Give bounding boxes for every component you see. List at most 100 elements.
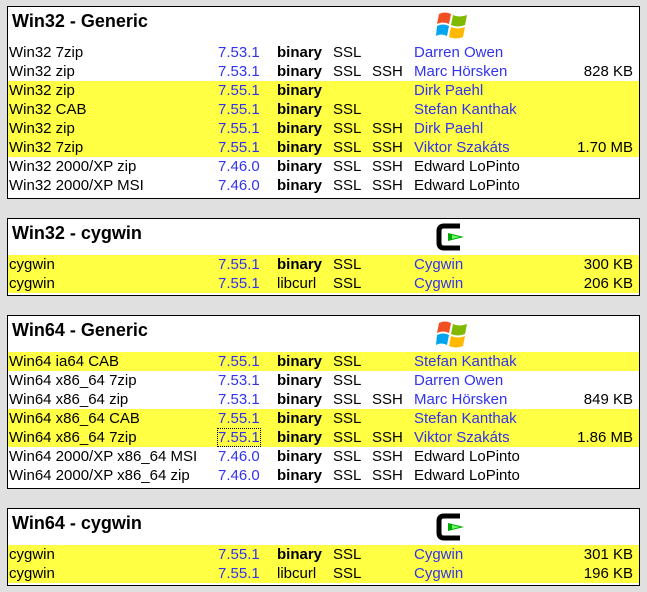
provider-link[interactable]: Marc Hörsken — [414, 63, 508, 80]
package-name: Win32 CAB — [9, 101, 87, 118]
ssl-flag: SSL — [333, 158, 362, 175]
ssh-flag: SSH — [372, 391, 403, 408]
ssh-flag: SSH — [372, 139, 403, 156]
version-link[interactable]: 7.55.1 — [218, 275, 260, 292]
file-size: 206 KB — [583, 275, 633, 292]
version-link[interactable]: 7.55.1 — [218, 565, 260, 582]
file-size: 1.70 MB — [577, 139, 633, 156]
provider-name: Edward LoPinto — [414, 448, 520, 465]
package-name: Win32 zip — [9, 63, 75, 80]
windows-logo-icon — [436, 319, 470, 353]
ssh-flag: SSH — [372, 63, 403, 80]
table-row: cygwin 7.55.1 libcurl SSL Cygwin 206 KB — [8, 274, 639, 293]
table-row: Win32 zip 7.55.1 binary SSL SSH Dirk Paehl — [8, 119, 639, 138]
ssh-flag: SSH — [372, 429, 403, 446]
table-row: Win32 2000/XP zip 7.46.0 binary SSL SSH Edwar… — [8, 157, 639, 176]
package-name: cygwin — [9, 546, 55, 563]
package-name: cygwin — [9, 256, 55, 273]
package-type: binary — [277, 44, 323, 61]
version-link[interactable]: 7.55.1 — [218, 120, 260, 137]
version-link[interactable]: 7.55.1 — [218, 139, 260, 156]
section-title: Win32 - cygwin — [12, 223, 142, 243]
version-link[interactable]: 7.46.0 — [218, 158, 260, 175]
package-name: Win64 2000/XP x86_64 zip — [9, 467, 190, 484]
ssl-flag: SSL — [333, 372, 362, 389]
ssl-flag: SSL — [333, 448, 362, 465]
table-row: Win64 x86_64 CAB 7.55.1 binary SSL Stefan Ka… — [8, 409, 639, 428]
file-size: 849 KB — [583, 391, 633, 408]
version-link[interactable]: 7.55.1 — [218, 546, 260, 563]
package-type: binary — [277, 372, 323, 389]
ssh-flag: SSH — [372, 158, 403, 175]
section-header: Win32 - Generic — [8, 7, 639, 43]
provider-name: Edward LoPinto — [414, 467, 520, 484]
package-name: cygwin — [9, 275, 55, 292]
version-link[interactable]: 7.55.1 — [217, 428, 261, 447]
provider-link[interactable]: Stefan Kanthak — [414, 101, 517, 118]
ssh-flag: SSH — [372, 177, 403, 194]
package-name: Win32 2000/XP MSI — [9, 177, 144, 194]
file-size: 196 KB — [583, 565, 633, 582]
version-link[interactable]: 7.55.1 — [218, 256, 260, 273]
table-row: Win64 ia64 CAB 7.55.1 binary SSL Stefan Kant… — [8, 352, 639, 371]
package-name: Win64 x86_64 zip — [9, 391, 129, 408]
provider-link[interactable]: Cygwin — [414, 546, 464, 563]
table-row: cygwin 7.55.1 libcurl SSL Cygwin 196 KB — [8, 564, 639, 583]
version-link[interactable]: 7.53.1 — [218, 63, 260, 80]
version-link[interactable]: 7.46.0 — [218, 177, 260, 194]
provider-link[interactable]: Viktor Szakáts — [414, 139, 510, 156]
provider-link[interactable]: Stefan Kanthak — [414, 410, 517, 427]
table-row: Win32 zip 7.53.1 binary SSL SSH Marc Hörsken 8… — [8, 62, 639, 81]
provider-link[interactable]: Cygwin — [414, 275, 464, 292]
provider-link[interactable]: Darren Owen — [414, 44, 504, 61]
section-win32-cygwin: Win32 - cygwin cygwin 7.55.1 binary SSL Cygwi… — [7, 218, 640, 296]
version-link[interactable]: 7.53.1 — [218, 44, 260, 61]
version-link[interactable]: 7.55.1 — [218, 353, 260, 370]
provider-link[interactable]: Dirk Paehl — [414, 82, 484, 99]
section-title: Win32 - Generic — [12, 11, 148, 31]
version-link[interactable]: 7.55.1 — [218, 101, 260, 118]
package-type: binary — [277, 467, 323, 484]
version-link[interactable]: 7.53.1 — [218, 391, 260, 408]
table-row: Win64 x86_64 zip 7.53.1 binary SSL SSH Marc H… — [8, 390, 639, 409]
cygwin-logo-icon — [436, 222, 470, 256]
file-size: 1.86 MB — [577, 429, 633, 446]
provider-link[interactable]: Dirk Paehl — [414, 120, 484, 137]
package-name: Win64 x86_64 CAB — [9, 410, 140, 427]
table-row: Win32 7zip 7.55.1 binary SSL SSH Viktor Szaká… — [8, 138, 639, 157]
ssl-flag: SSL — [333, 391, 362, 408]
table-row: Win64 2000/XP x86_64 MSI 7.46.0 binary SSL S… — [8, 447, 639, 466]
package-name: cygwin — [9, 565, 55, 582]
package-type: binary — [277, 429, 323, 446]
section-win32-generic: Win32 - Generic Win32 7zip 7.53.1 binary SSL… — [7, 6, 640, 199]
table-row: cygwin 7.55.1 binary SSL Cygwin 300 KB — [8, 255, 639, 274]
table-row: Win64 x86_64 7zip 7.55.1 binary SSL SSH Vikto… — [8, 428, 639, 447]
ssl-flag: SSL — [333, 353, 362, 370]
version-link[interactable]: 7.55.1 — [218, 410, 260, 427]
version-link[interactable]: 7.46.0 — [218, 467, 260, 484]
version-link[interactable]: 7.55.1 — [218, 82, 260, 99]
ssl-flag: SSL — [333, 177, 362, 194]
package-name: Win64 ia64 CAB — [9, 353, 120, 370]
provider-link[interactable]: Cygwin — [414, 256, 464, 273]
provider-link[interactable]: Cygwin — [414, 565, 464, 582]
table-row: Win32 7zip 7.53.1 binary SSL Darren Owen — [8, 43, 639, 62]
package-type: libcurl — [277, 565, 317, 582]
table-row: Win32 zip 7.55.1 binary Dirk Paehl — [8, 81, 639, 100]
package-type: binary — [277, 448, 323, 465]
ssl-flag: SSL — [333, 565, 362, 582]
package-name: Win32 7zip — [9, 139, 84, 156]
package-type: binary — [277, 256, 323, 273]
provider-link[interactable]: Darren Owen — [414, 372, 504, 389]
section-header: Win32 - cygwin — [8, 219, 639, 255]
version-link[interactable]: 7.46.0 — [218, 448, 260, 465]
ssh-flag: SSH — [372, 448, 403, 465]
provider-link[interactable]: Marc Hörsken — [414, 391, 508, 408]
version-link[interactable]: 7.53.1 — [218, 372, 260, 389]
provider-name: Edward LoPinto — [414, 158, 520, 175]
ssl-flag: SSL — [333, 256, 362, 273]
package-name: Win32 zip — [9, 120, 75, 137]
provider-link[interactable]: Stefan Kanthak — [414, 353, 517, 370]
package-type: binary — [277, 410, 323, 427]
provider-link[interactable]: Viktor Szakáts — [414, 429, 510, 446]
